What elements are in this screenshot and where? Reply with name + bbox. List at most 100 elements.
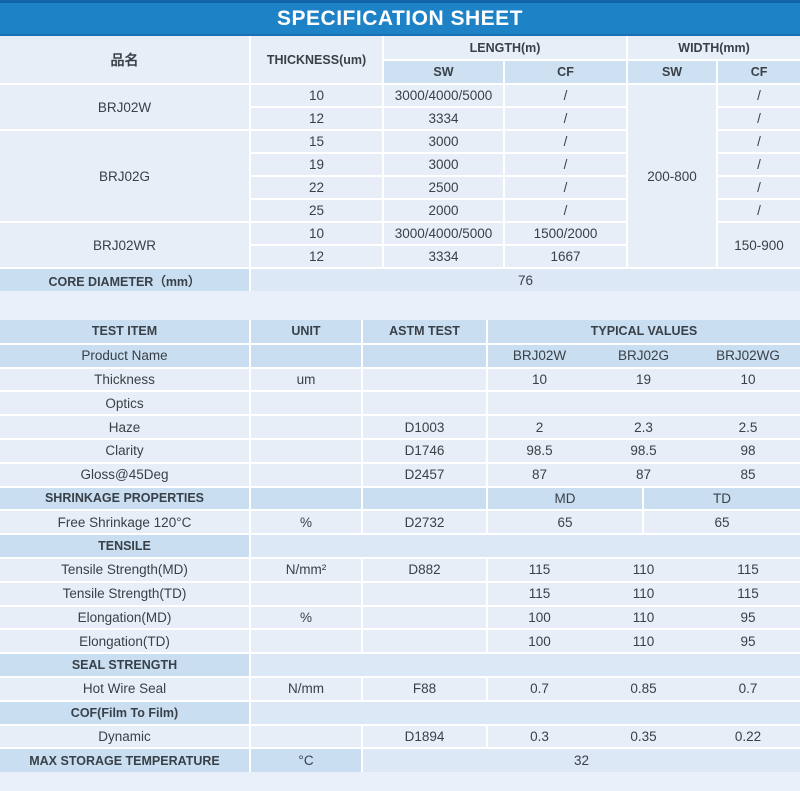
value-cell: 85 <box>696 461 800 488</box>
thickness-cell: 12 <box>249 244 384 269</box>
spec-header-width: WIDTH(mm) <box>626 35 800 61</box>
length-sw-cell: 3334 <box>382 106 505 131</box>
value-cell: 2.5 <box>696 414 800 440</box>
thickness-cell: 25 <box>249 198 384 223</box>
haze-row: Haze D1003 2 2.3 2.5 <box>0 414 800 440</box>
astm-cell <box>361 342 488 369</box>
test-header-row: TEST ITEM UNIT ASTM TEST TYPICAL VALUES <box>0 319 800 345</box>
core-diameter-label: CORE DIAMETER（mm） <box>0 267 251 292</box>
length-sw-cell: 3334 <box>382 244 505 269</box>
length-cf-cell: / <box>502 106 629 131</box>
product-name-cell: BRJ02WG <box>696 342 800 369</box>
row-label: Tensile Strength(MD) <box>0 556 251 583</box>
product-group-name: BRJ02G <box>0 129 251 223</box>
thickness-cell: 10 <box>249 221 384 246</box>
astm-cell: D1746 <box>361 437 488 464</box>
value-cell: 32 <box>360 747 800 774</box>
row-label: Elongation(MD) <box>0 604 251 631</box>
seal-section-row: SEAL STRENGTH <box>0 652 800 678</box>
astm-cell <box>361 366 488 393</box>
test-header-unit: UNIT <box>249 319 363 345</box>
test-header-test-item: TEST ITEM <box>0 319 251 345</box>
astm-cell: F88 <box>361 675 488 702</box>
length-cf-cell: / <box>502 129 629 154</box>
row-label: MAX STORAGE TEMPERATURE <box>0 747 251 774</box>
value-cell: 115 <box>696 580 800 607</box>
unit-cell <box>249 485 363 512</box>
table-gap <box>0 291 800 320</box>
test-table: TEST ITEM UNIT ASTM TEST TYPICAL VALUES … <box>0 319 800 774</box>
width-cf-cell: / <box>716 175 800 200</box>
clarity-row: Clarity D1746 98.5 98.5 98 <box>0 437 800 464</box>
tensile-section-row: TENSILE <box>0 533 800 559</box>
section-fill-cell <box>248 652 800 678</box>
width-cf-cell: / <box>716 152 800 177</box>
spec-row: 22 2500 / / <box>0 175 800 200</box>
row-label: Thickness <box>0 366 251 393</box>
astm-cell: D882 <box>361 556 488 583</box>
td-header-cell: TD <box>641 485 800 512</box>
length-cf-cell: / <box>502 152 629 177</box>
unit-cell <box>249 414 363 440</box>
unit-cell <box>249 342 363 369</box>
section-label: SEAL STRENGTH <box>0 652 251 678</box>
elongation-td-row: Elongation(TD) 100 110 95 <box>0 628 800 655</box>
spec-row: BRJ02WR 10 3000/4000/5000 1500/2000 150-… <box>0 221 800 269</box>
thickness-cell: 10 <box>249 83 384 108</box>
width-cf-cell: / <box>716 83 800 108</box>
length-sw-cell: 2500 <box>382 175 505 200</box>
spec-row: 12 3334 / / <box>0 106 800 131</box>
value-cell: 98.5 <box>591 437 696 464</box>
unit-cell: N/mm <box>249 675 363 702</box>
product-group-name: BRJ02WR <box>0 221 251 269</box>
spec-header-product-name: 品名 <box>0 35 251 85</box>
row-label: Free Shrinkage 120°C <box>0 509 251 536</box>
cof-section-row: COF(Film To Film) <box>0 699 800 726</box>
length-cf-cell: / <box>502 83 629 108</box>
astm-cell <box>361 628 488 655</box>
spec-header-row-1: 品名 THICKNESS(um) LENGTH(m) WIDTH(mm) <box>0 35 800 85</box>
test-header-astm: ASTM TEST <box>361 319 488 345</box>
value-cell: 0.35 <box>591 723 696 750</box>
astm-cell: D2732 <box>361 509 488 536</box>
product-name-row: Product Name BRJ02W BRJ02G BRJ02WG <box>0 342 800 369</box>
section-fill-cell <box>248 533 800 559</box>
length-cf-cell: / <box>502 198 629 223</box>
width-cf-merged-cell: 150-900 <box>716 221 800 269</box>
value-cell: 10 <box>487 366 591 393</box>
row-label: Elongation(TD) <box>0 628 251 655</box>
spec-header-width-sw: SW <box>626 59 719 85</box>
hot-wire-row: Hot Wire Seal N/mm F88 0.7 0.85 0.7 <box>0 675 800 702</box>
shrinkage-section-row: SHRINKAGE PROPERTIES MD TD <box>0 485 800 512</box>
astm-cell: D1894 <box>361 723 488 750</box>
value-cell: 0.3 <box>487 723 591 750</box>
value-cell: 95 <box>696 604 800 631</box>
unit-cell: % <box>249 509 363 536</box>
value-cell: 2.3 <box>591 414 696 440</box>
unit-cell: N/mm² <box>249 556 363 583</box>
spec-header-thickness: THICKNESS(um) <box>249 35 384 85</box>
core-diameter-value: 76 <box>248 267 800 292</box>
row-label: Product Name <box>0 342 251 369</box>
banner: SPECIFICATION SHEET <box>0 0 800 36</box>
product-name-cell: BRJ02W <box>487 342 591 369</box>
unit-cell: % <box>249 604 363 631</box>
length-cf-cell: / <box>502 175 629 200</box>
thickness-cell: 12 <box>249 106 384 131</box>
length-sw-cell: 3000/4000/5000 <box>382 221 505 246</box>
value-cell: 0.85 <box>591 675 696 702</box>
spec-table: 品名 THICKNESS(um) LENGTH(m) WIDTH(mm) SW … <box>0 35 800 292</box>
length-cf-cell: 1667 <box>502 244 629 269</box>
value-cell: 98.5 <box>487 437 591 464</box>
md-header-cell: MD <box>486 485 644 512</box>
length-sw-cell: 3000 <box>382 129 505 154</box>
gloss-row: Gloss@45Deg D2457 87 87 85 <box>0 461 800 488</box>
thickness-cell: 22 <box>249 175 384 200</box>
astm-cell <box>361 390 488 417</box>
section-label: SHRINKAGE PROPERTIES <box>0 485 251 512</box>
length-cf-cell: 1500/2000 <box>502 221 629 246</box>
spec-row: 19 3000 / / <box>0 152 800 177</box>
product-name-cell: BRJ02G <box>591 342 696 369</box>
spec-row: 12 3334 1667 <box>0 244 800 269</box>
optics-row: Optics <box>0 390 800 417</box>
